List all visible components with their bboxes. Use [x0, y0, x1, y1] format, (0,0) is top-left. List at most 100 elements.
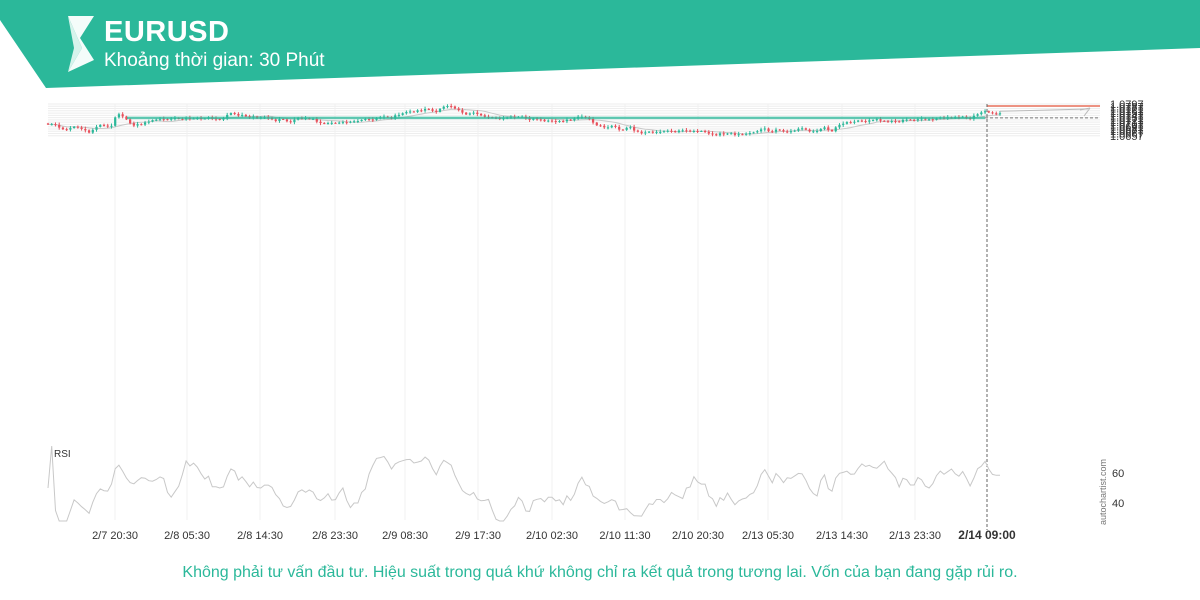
candle-body	[461, 110, 464, 113]
candle-body	[823, 127, 826, 129]
candle-body	[345, 122, 348, 124]
candle-body	[845, 122, 849, 124]
candle-body	[532, 118, 535, 120]
rsi-label: RSI	[54, 449, 71, 460]
x-highlight-label: 2/14 09:00	[958, 528, 1016, 542]
candle-body	[931, 119, 934, 121]
candle-body	[99, 124, 102, 127]
candle-body	[857, 120, 860, 122]
candle-body	[651, 131, 654, 133]
candle-body	[782, 130, 785, 132]
candle-body	[91, 129, 94, 133]
candle-body	[905, 119, 908, 121]
candle-body	[293, 119, 296, 123]
candle-body	[562, 121, 565, 123]
y-tick-label: 1.0677	[1110, 126, 1144, 138]
x-tick-label: 2/13 23:30	[889, 530, 941, 542]
candle-body	[442, 106, 445, 109]
candle-body	[405, 111, 408, 114]
candle-body	[995, 113, 998, 115]
candle-body	[737, 134, 740, 136]
candle-body	[95, 126, 98, 130]
candle-body	[871, 120, 875, 122]
candle-body	[916, 119, 919, 121]
y-tick-label: 1.0667	[1110, 129, 1144, 141]
candle-body	[677, 130, 681, 133]
y-tick-label: 1.0767	[1110, 106, 1144, 118]
candle-body	[789, 131, 793, 133]
candle-body	[274, 119, 277, 122]
x-tick-label: 2/9 08:30	[382, 530, 428, 542]
candle-body	[565, 119, 569, 122]
candle-body	[569, 119, 572, 121]
candle-body	[158, 118, 162, 120]
candle-body	[218, 118, 221, 120]
candle-body	[655, 131, 658, 133]
candle-body	[409, 111, 412, 113]
price-chart: 1.07971.07871.07771.07671.07571.07471.07…	[46, 99, 1144, 542]
x-tick-label: 2/7 20:30	[92, 530, 138, 542]
candle-body	[618, 126, 621, 130]
candle-body	[244, 114, 247, 117]
candle-body	[143, 122, 147, 125]
candle-body	[435, 110, 438, 112]
candle-body	[401, 113, 404, 115]
candle-body	[282, 118, 285, 120]
forecast-arrow-head	[1079, 107, 1091, 117]
candle-body	[767, 128, 770, 132]
candle-body	[689, 130, 692, 132]
candle-body	[349, 121, 352, 123]
candle-body	[745, 133, 748, 135]
candle-body	[692, 131, 695, 133]
candle-body	[323, 123, 326, 125]
candle-body	[162, 118, 165, 120]
candle-body	[808, 129, 811, 132]
candle-body	[629, 127, 632, 129]
candle-body	[423, 108, 427, 111]
candle-body	[155, 119, 158, 121]
candle-body	[364, 118, 367, 120]
candle-body	[360, 119, 363, 122]
x-tick-label: 2/8 23:30	[312, 530, 358, 542]
candle-body	[54, 124, 57, 126]
candle-body	[801, 128, 804, 130]
candle-body	[707, 131, 710, 134]
candle-body	[278, 118, 281, 122]
candle-body	[84, 128, 87, 131]
y-tick-label: 1.0787	[1110, 101, 1144, 113]
candle-body	[883, 120, 886, 122]
watermark-text: autochartist.com	[1098, 459, 1108, 525]
symbol-title: EURUSD	[104, 16, 230, 48]
candle-body	[830, 129, 834, 132]
forecast-arrow-line	[999, 108, 1089, 112]
y-tick-label: 1.0687	[1110, 124, 1144, 136]
candle-body	[838, 124, 841, 128]
candle-body	[539, 119, 542, 121]
candle-body	[983, 111, 987, 113]
candle-body	[894, 121, 897, 123]
candle-body	[819, 128, 822, 132]
candle-body	[110, 125, 113, 127]
candle-body	[341, 122, 345, 124]
candle-body	[730, 133, 733, 135]
candle-body	[875, 119, 878, 121]
candle-body	[711, 133, 714, 135]
candle-body	[633, 127, 636, 131]
y-tick-label: 1.0737	[1110, 113, 1144, 125]
candle-body	[763, 128, 766, 130]
candle-body	[793, 130, 796, 132]
candle-body	[976, 114, 979, 116]
candle-body	[125, 116, 128, 120]
x-tick-label: 2/10 02:30	[526, 530, 578, 542]
rsi-panel: RSI 60 40	[47, 445, 1124, 522]
candle-body	[330, 122, 333, 124]
x-tick-label: 2/13 14:30	[816, 530, 868, 542]
candle-body	[644, 132, 647, 134]
candle-body	[890, 121, 893, 123]
candle-body	[76, 126, 79, 128]
header-banner	[0, 0, 1200, 88]
candle-body	[80, 127, 83, 129]
rsi-line	[47, 445, 1000, 522]
candle-body	[778, 129, 781, 131]
candle-body	[591, 118, 595, 123]
